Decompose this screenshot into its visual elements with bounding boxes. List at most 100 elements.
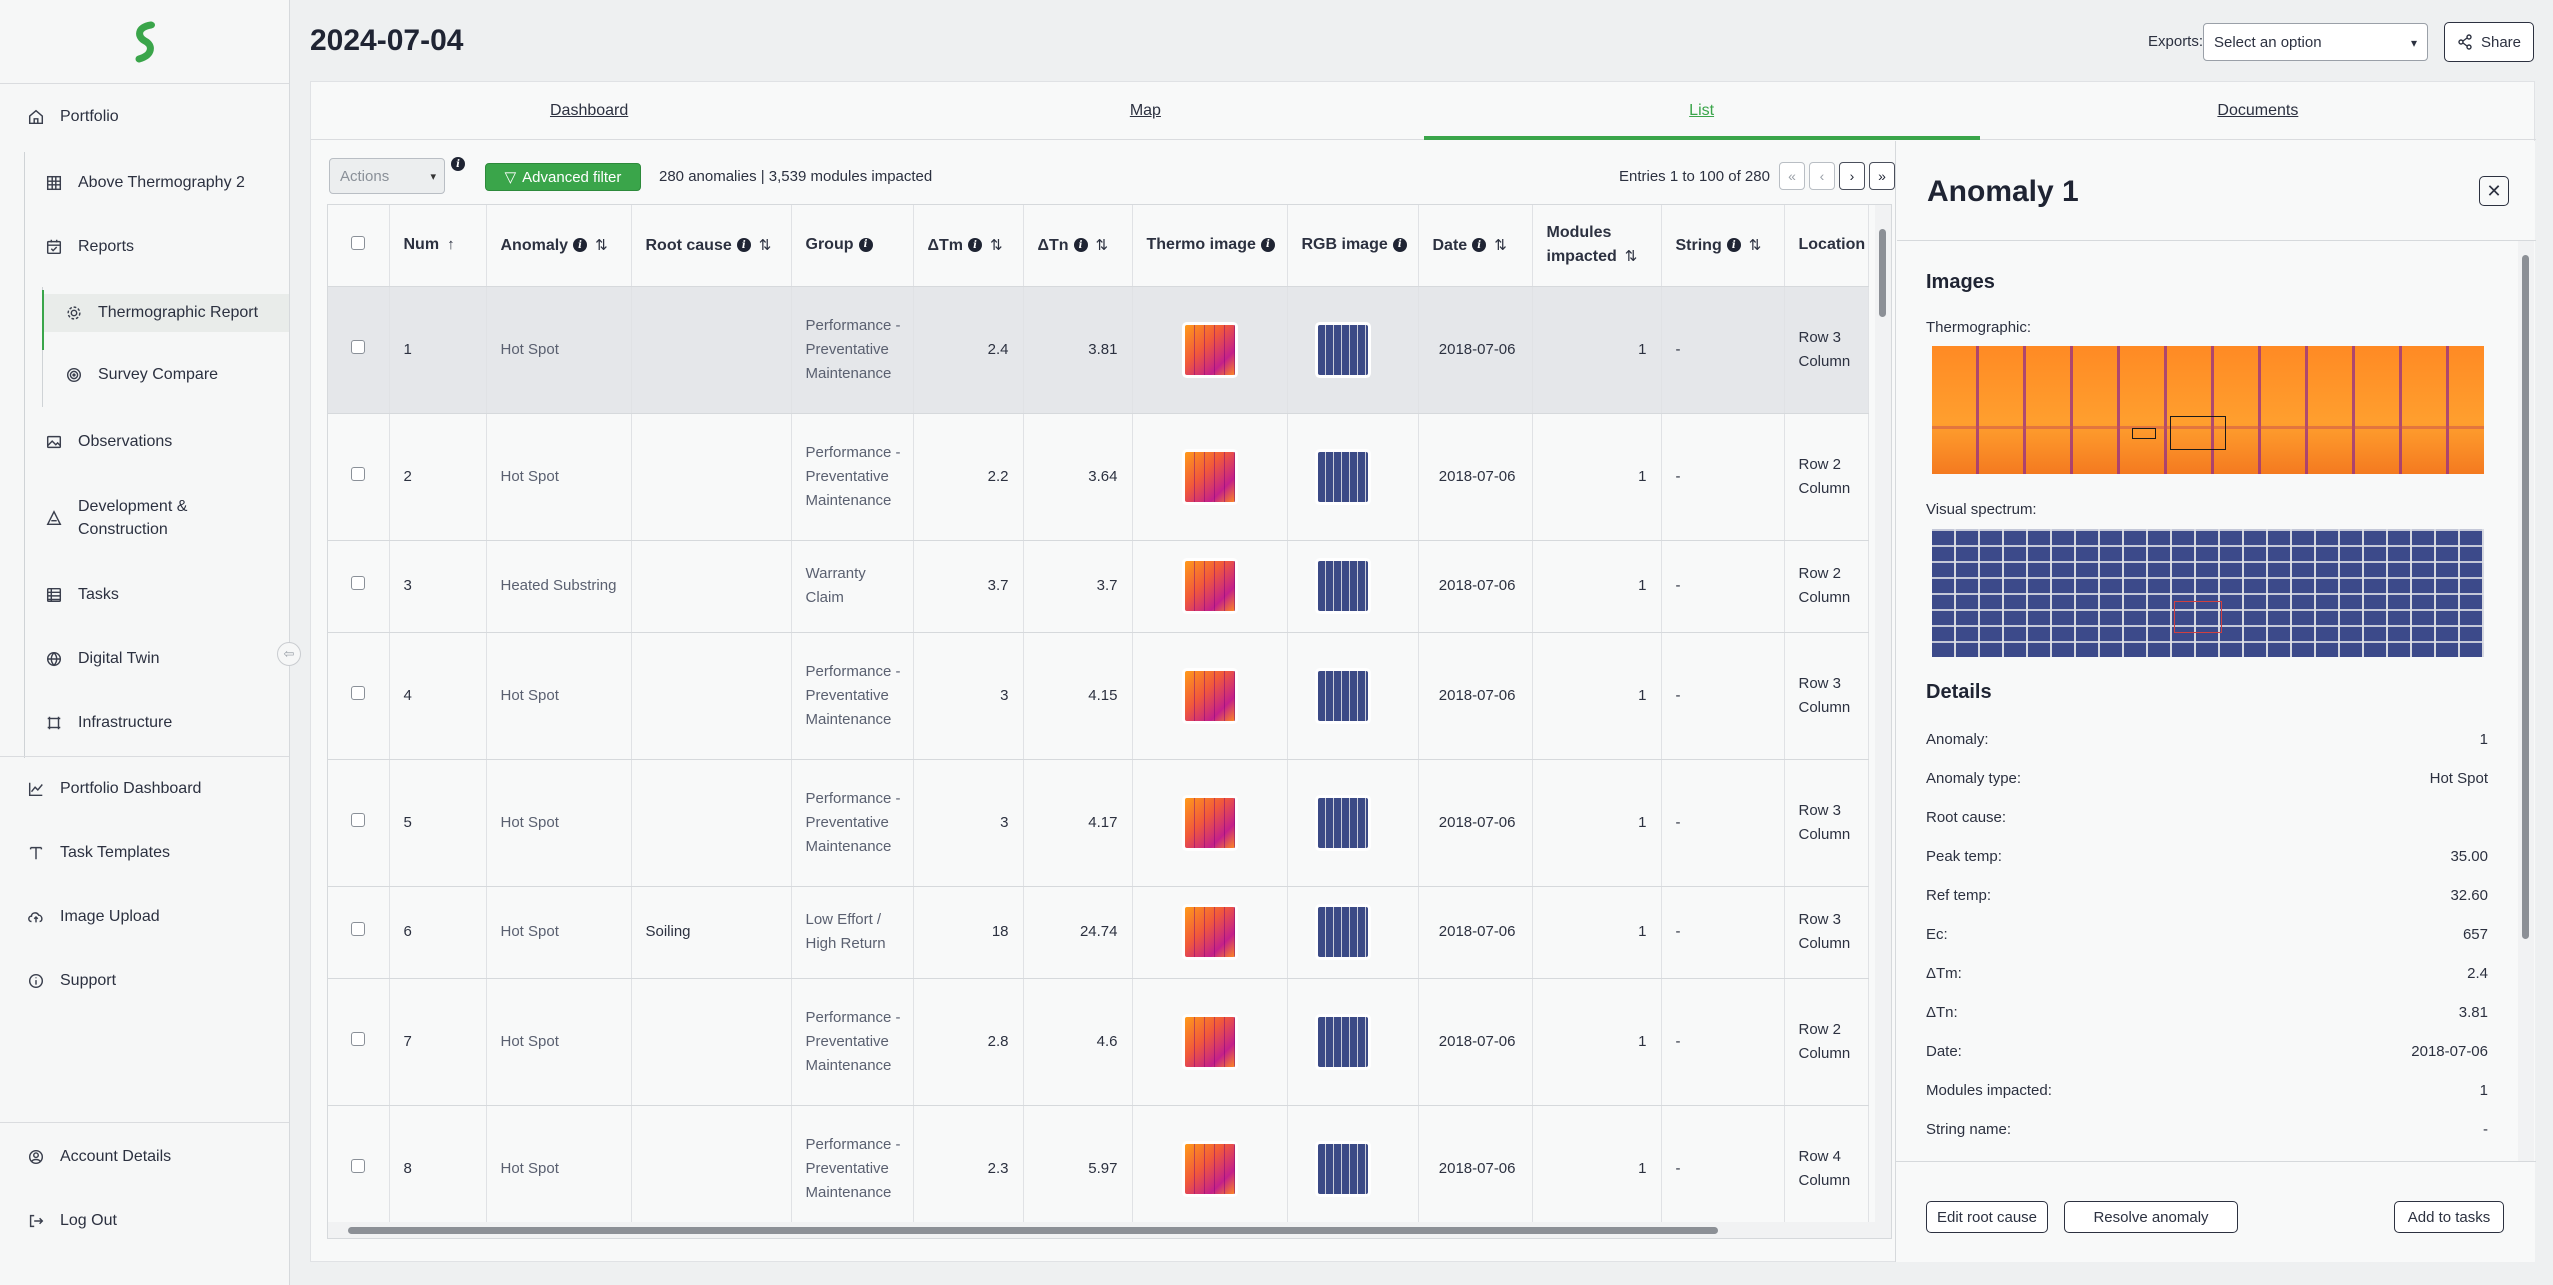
rgb-thumbnail[interactable] [1317,907,1368,957]
table-vertical-scrollbar[interactable] [1875,205,1891,1238]
column-header[interactable]: RGB image i [1287,205,1419,287]
scrollbar-thumb[interactable] [348,1227,1718,1234]
sort-icon[interactable]: ⇅ [1494,236,1507,254]
row-checkbox[interactable] [351,466,366,481]
table-horizontal-scrollbar[interactable] [328,1222,1876,1238]
close-button[interactable]: ✕ [2479,176,2509,206]
edit-root-cause-button[interactable]: Edit root cause [1926,1201,2048,1233]
pager-first-button[interactable]: « [1779,162,1805,190]
info-icon[interactable]: i [1472,238,1487,253]
thermo-thumbnail[interactable] [1184,797,1235,848]
column-header[interactable]: Anomaly i ⇅ [486,205,632,287]
column-header[interactable]: Location [1784,205,1869,287]
info-icon[interactable]: i [968,238,982,253]
column-header[interactable]: ΔTm i ⇅ [913,205,1024,287]
scrollbar-thumb[interactable] [1879,229,1886,317]
sidebar-item-portfolio[interactable]: Portfolio [0,100,289,134]
table-row[interactable]: 2 Hot Spot Performance - Preventative Main… [328,413,1869,541]
column-header[interactable]: ΔTn i ⇅ [1023,205,1133,287]
sort-asc-icon[interactable]: ↑ [447,236,455,254]
info-icon[interactable]: i [1726,238,1741,253]
table-row[interactable]: 6 Hot Spot Soiling Low Effort / High Return… [328,886,1869,979]
sidebar-item-task-templates[interactable]: Task Templates [0,836,289,870]
sidebar-item-thermographic-report[interactable]: Thermographic Report [44,294,289,332]
select-all-checkbox[interactable] [351,235,366,250]
info-icon[interactable]: i [858,237,873,252]
rgb-thumbnail[interactable] [1317,1016,1368,1067]
tab-documents[interactable]: Documents [2217,101,2299,119]
advanced-filter-button[interactable]: ▽ Advanced filter [485,163,641,191]
sort-icon[interactable]: ⇅ [990,236,1003,254]
table-row[interactable]: 8 Hot Spot Performance - Preventative Main… [328,1105,1869,1233]
scrollbar-thumb[interactable] [2522,255,2529,939]
thermo-thumbnail[interactable] [1184,561,1235,611]
rgb-thumbnail[interactable] [1317,324,1368,375]
info-icon[interactable]: i [736,238,751,253]
thermo-thumbnail[interactable] [1184,1016,1235,1067]
info-icon[interactable]: i [1073,238,1088,253]
rgb-thumbnail[interactable] [1317,451,1368,502]
info-icon[interactable]: i [573,238,588,253]
sidebar-item-digital-twin[interactable]: Digital Twin [0,642,289,676]
column-header[interactable]: Date i ⇅ [1418,205,1533,287]
sort-icon[interactable]: ⇅ [595,236,608,254]
tab-dashboard[interactable]: Dashboard [549,101,629,119]
row-checkbox[interactable] [351,812,366,827]
detail-vertical-scrollbar[interactable] [2518,241,2534,1161]
pager-prev-button[interactable]: ‹ [1809,162,1835,190]
sidebar-item-log-out[interactable]: Log Out [0,1204,289,1238]
thermo-thumbnail[interactable] [1184,1143,1235,1194]
row-checkbox[interactable] [351,685,366,700]
table-row[interactable]: 7 Hot Spot Performance - Preventative Main… [328,978,1869,1106]
table-row[interactable]: 4 Hot Spot Performance - Preventative Main… [328,632,1869,760]
row-checkbox[interactable] [351,339,366,354]
table-row[interactable]: 3 Heated Substring Warranty Claim 3.7 3.7 201… [328,540,1869,633]
table-row[interactable]: 1 Hot Spot Performance - Preventative Main… [328,286,1869,414]
row-checkbox[interactable] [351,576,366,590]
info-icon[interactable]: i [1260,237,1275,252]
sidebar-item-tasks[interactable]: Tasks [0,578,289,612]
pager-last-button[interactable]: » [1869,162,1895,190]
row-checkbox[interactable] [351,922,366,936]
column-header[interactable]: Num ↑ [389,205,487,287]
rgb-thumbnail[interactable] [1317,797,1368,848]
visual-spectrum-image[interactable] [1932,529,2484,657]
thermo-thumbnail[interactable] [1184,324,1235,375]
sidebar-item-survey-compare[interactable]: Survey Compare [44,358,289,392]
sort-icon[interactable]: ⇅ [1095,236,1109,254]
sidebar-item-image-upload[interactable]: Image Upload [0,900,289,934]
rgb-thumbnail[interactable] [1317,670,1368,721]
thermo-thumbnail[interactable] [1184,670,1235,721]
pager-next-button[interactable]: › [1839,162,1865,190]
tab-list[interactable]: List [1423,82,1981,140]
sidebar-item-development[interactable]: Development & Construction [0,494,289,542]
sort-icon[interactable]: ⇅ [1624,248,1638,266]
sidebar-item-site[interactable]: Above Thermography 2 [0,166,289,200]
info-icon[interactable]: i [1392,237,1407,252]
column-header[interactable]: Modules impacted ⇅ [1532,205,1662,287]
thermo-thumbnail[interactable] [1184,907,1235,957]
sidebar-item-infrastructure[interactable]: Infrastructure [0,706,289,740]
column-header[interactable]: Root cause i ⇅ [631,205,792,287]
sort-icon[interactable]: ⇅ [1748,236,1762,254]
info-icon[interactable]: i [451,157,465,171]
sidebar-item-reports[interactable]: Reports [0,230,289,264]
column-header[interactable]: Thermo image i [1132,205,1288,287]
exports-select[interactable]: Select an option ▾ [2203,23,2428,61]
column-header[interactable]: String i ⇅ [1661,205,1785,287]
sidebar-item-observations[interactable]: Observations [0,425,289,459]
column-header[interactable]: Group i [791,205,914,287]
thermographic-image[interactable] [1932,346,2484,474]
thermo-thumbnail[interactable] [1184,451,1235,502]
add-to-tasks-button[interactable]: Add to tasks [2394,1201,2504,1233]
actions-select[interactable]: Actions ▾ [329,158,445,194]
row-checkbox[interactable] [351,1031,366,1046]
row-checkbox[interactable] [351,1158,366,1173]
sidebar-item-support[interactable]: Support [0,964,289,998]
share-button[interactable]: Share [2444,22,2534,62]
app-logo[interactable] [0,0,289,84]
sort-icon[interactable]: ⇅ [758,236,772,254]
table-row[interactable]: 5 Hot Spot Performance - Preventative Main… [328,759,1869,887]
sidebar-item-portfolio-dashboard[interactable]: Portfolio Dashboard [0,772,289,806]
sidebar-item-account-details[interactable]: Account Details [0,1140,289,1174]
